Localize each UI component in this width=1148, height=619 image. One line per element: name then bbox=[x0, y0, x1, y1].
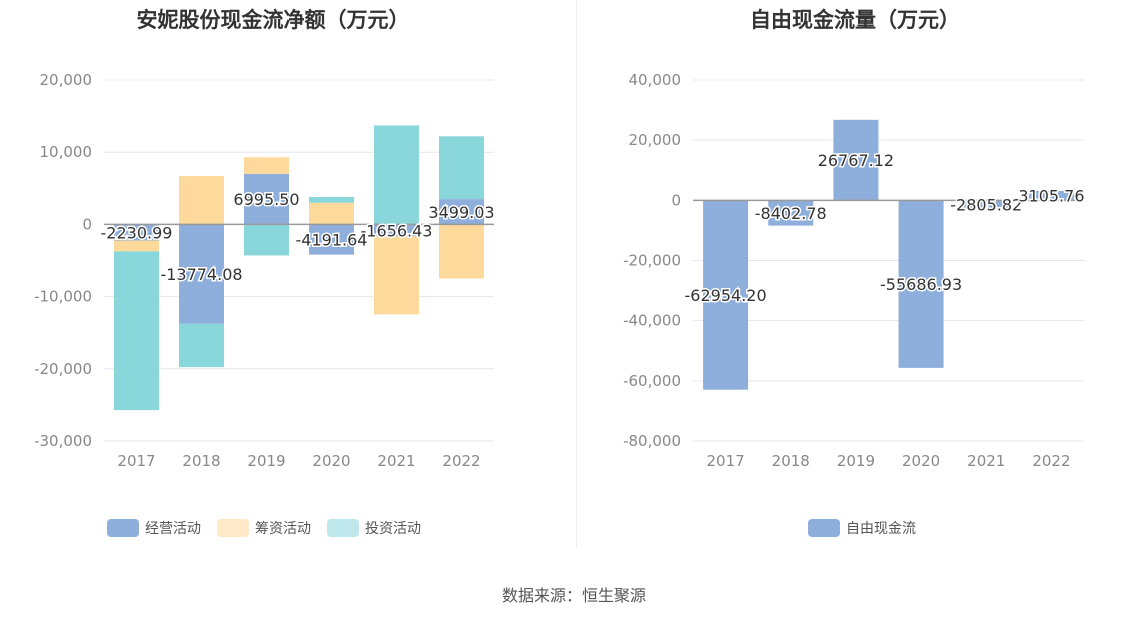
cash-flow-chart: 20,000 10,000 0 -10,000 -20,000 -30,000 2017 20… bbox=[34, 71, 496, 470]
y-tick-label: -40,000 bbox=[623, 312, 681, 330]
bar-1-2018 bbox=[768, 200, 814, 226]
data-label: -2230.99 bbox=[101, 223, 173, 242]
bar-1-2019 bbox=[833, 119, 879, 201]
legend-label: 自由现金流 bbox=[846, 521, 916, 537]
chart-divider bbox=[576, 0, 577, 548]
bar-3-2021 bbox=[374, 125, 419, 225]
y-tick-label: 0 bbox=[82, 215, 92, 233]
bar-3-2017 bbox=[114, 251, 159, 411]
bar-1-2017 bbox=[703, 200, 749, 390]
bar-1-2022 bbox=[1028, 190, 1074, 201]
legend-label: 投资活动 bbox=[365, 521, 421, 537]
y-tick-label: -60,000 bbox=[623, 372, 681, 390]
legend-label: 经营活动 bbox=[145, 521, 201, 537]
legend-item[interactable]: 经营活动 bbox=[107, 518, 201, 538]
legend-swatch bbox=[327, 519, 359, 537]
x-tick-label: 2021 bbox=[377, 452, 415, 470]
y-tick-label: 0 bbox=[671, 191, 681, 209]
right-chart-legend: 自由现金流 bbox=[808, 518, 916, 538]
bar-1-2017 bbox=[114, 224, 159, 241]
x-tick-label: 2017 bbox=[706, 452, 744, 470]
data-label: 6995.50 bbox=[233, 190, 299, 209]
x-tick-label: 2020 bbox=[312, 452, 350, 470]
legend-swatch bbox=[107, 519, 139, 537]
bar-2-2018 bbox=[179, 176, 224, 225]
y-tick-label: -20,000 bbox=[623, 252, 681, 270]
bar-1-2020 bbox=[309, 224, 354, 255]
x-tick-label: 2018 bbox=[182, 452, 220, 470]
data-label: -62954.20 bbox=[685, 286, 767, 305]
left-chart-title: 安妮股份现金流净额（万元） bbox=[136, 8, 410, 32]
bar-3-2018 bbox=[179, 323, 224, 368]
y-tick-label: 20,000 bbox=[629, 131, 682, 149]
y-tick-label: -80,000 bbox=[623, 432, 681, 450]
data-source-note: 数据来源：恒生聚源 bbox=[501, 586, 646, 605]
left-chart-legend: 经营活动 筹资活动 投资活动 bbox=[107, 518, 421, 538]
x-tick-label: 2018 bbox=[772, 452, 810, 470]
data-label: 3105.76 bbox=[1018, 187, 1084, 206]
x-tick-label: 2017 bbox=[117, 452, 155, 470]
legend-swatch bbox=[808, 519, 840, 537]
data-label: -55686.93 bbox=[880, 275, 962, 294]
bar-2-2021 bbox=[374, 236, 419, 315]
legend-swatch bbox=[217, 519, 249, 537]
data-label: 3499.03 bbox=[428, 203, 494, 222]
bar-3-2019 bbox=[244, 224, 289, 256]
bar-3-2022 bbox=[439, 136, 484, 200]
legend-label: 筹资活动 bbox=[255, 521, 311, 537]
data-label: 26767.12 bbox=[818, 151, 894, 170]
x-tick-label: 2019 bbox=[837, 452, 875, 470]
y-tick-label: 20,000 bbox=[40, 71, 93, 89]
bar-1-2019 bbox=[244, 173, 289, 225]
y-tick-label: 40,000 bbox=[629, 71, 682, 89]
y-tick-label: -30,000 bbox=[34, 432, 92, 450]
y-tick-label: -10,000 bbox=[34, 288, 92, 306]
data-label: -4191.64 bbox=[296, 231, 368, 250]
bar-1-2021 bbox=[963, 200, 1009, 209]
y-tick-label: -20,000 bbox=[34, 360, 92, 378]
free-cash-flow-chart: 40,000 20,000 0 -20,000 -40,000 -60,000 -80,00… bbox=[623, 71, 1086, 470]
legend-item[interactable]: 筹资活动 bbox=[217, 518, 311, 538]
y-tick-label: 10,000 bbox=[40, 143, 93, 161]
bar-3-2020 bbox=[309, 196, 354, 203]
bar-2-2020 bbox=[309, 202, 354, 225]
bar-1-2018 bbox=[179, 224, 224, 324]
data-label: -13774.08 bbox=[160, 265, 242, 284]
legend-item[interactable]: 自由现金流 bbox=[808, 518, 916, 538]
bar-2-2017 bbox=[114, 240, 159, 252]
right-chart-title: 自由现金流量（万元） bbox=[750, 8, 960, 32]
bar-2-2019 bbox=[244, 157, 289, 174]
legend-item[interactable]: 投资活动 bbox=[327, 518, 421, 538]
x-tick-label: 2019 bbox=[247, 452, 285, 470]
x-tick-label: 2020 bbox=[902, 452, 940, 470]
bar-2-2022 bbox=[439, 224, 484, 279]
data-label: -2805.82 bbox=[950, 196, 1022, 215]
x-tick-label: 2022 bbox=[1032, 452, 1070, 470]
x-tick-label: 2022 bbox=[442, 452, 480, 470]
bar-1-2021 bbox=[374, 224, 419, 237]
bar-1-2020 bbox=[898, 200, 944, 368]
bar-1-2022 bbox=[439, 199, 484, 225]
data-label: -8402.78 bbox=[755, 204, 827, 223]
x-tick-label: 2021 bbox=[967, 452, 1005, 470]
data-label: -1656.43 bbox=[361, 221, 433, 240]
